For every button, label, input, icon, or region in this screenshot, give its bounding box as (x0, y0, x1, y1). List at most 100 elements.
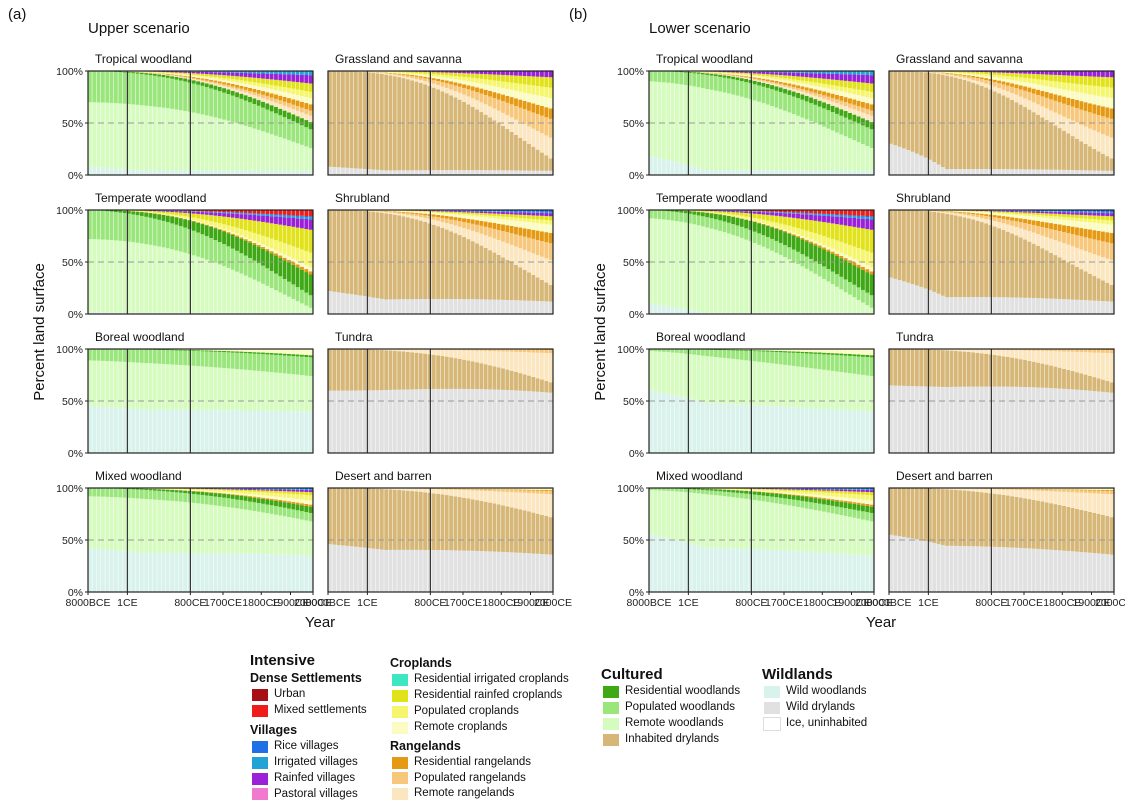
bar-segment (239, 253, 244, 274)
bar-segment (544, 213, 549, 217)
bar-segment (457, 213, 462, 215)
bar-segment (213, 489, 218, 490)
bar-segment (235, 235, 239, 237)
bar-segment (735, 236, 740, 313)
bar-segment (291, 121, 296, 142)
bar-segment (462, 489, 466, 491)
bar-segment (683, 72, 688, 85)
bar-segment (765, 77, 770, 80)
bar-segment (291, 284, 296, 299)
bar-segment (804, 81, 809, 85)
bar-segment (813, 215, 818, 221)
bar-segment (256, 246, 261, 264)
bar-segment (436, 226, 440, 299)
bar-segment (744, 76, 749, 78)
bar-segment (466, 350, 471, 361)
bar-segment (200, 79, 205, 81)
bar-segment (687, 85, 692, 166)
bar-segment (209, 81, 213, 83)
bar-segment (700, 226, 705, 313)
bar-segment (540, 170, 544, 175)
bar-segment (826, 216, 831, 223)
bar-segment (200, 488, 205, 490)
bar-segment (752, 211, 757, 214)
bar-segment (1096, 132, 1101, 152)
bar-segment (1096, 151, 1101, 171)
bar-segment (353, 390, 358, 453)
bar-segment (774, 240, 779, 253)
bar-segment (109, 71, 114, 103)
bar-segment (744, 170, 749, 175)
bar-segment (765, 104, 770, 171)
bar-segment (96, 239, 101, 313)
panel-frame (327, 487, 554, 593)
bar-segment (804, 101, 809, 120)
bar-segment (787, 231, 792, 233)
bar-segment (531, 215, 536, 220)
bar-segment (674, 71, 679, 72)
bar-segment (269, 500, 274, 506)
bar-segment (457, 71, 462, 74)
bar-segment (295, 287, 300, 302)
bar-segment (165, 211, 170, 214)
bar-segment (287, 107, 291, 113)
bar-segment (774, 79, 779, 81)
bar-segment (235, 97, 239, 124)
bar-segment (479, 225, 484, 234)
bar-segment (722, 73, 727, 74)
bar-segment (822, 170, 826, 175)
bar-segment (514, 371, 518, 391)
bar-segment (414, 76, 419, 80)
bar-segment (509, 351, 514, 371)
bar-segment (405, 77, 410, 80)
bar-segment (332, 544, 337, 592)
bar-segment (770, 72, 774, 75)
bar-segment (1070, 83, 1075, 92)
bar-segment (761, 223, 766, 225)
bar-segment (235, 123, 239, 171)
bar-segment (239, 210, 244, 213)
bar-segment (410, 75, 415, 77)
bar-segment (852, 109, 857, 115)
bar-segment (401, 488, 406, 491)
bar-segment (778, 72, 783, 76)
bar-segment (514, 98, 518, 106)
bar-segment (213, 505, 218, 554)
bar-segment (366, 296, 371, 314)
bar-segment (470, 82, 475, 87)
bar-segment (804, 87, 809, 91)
bar-segment (261, 83, 265, 88)
bar-segment (1096, 86, 1101, 96)
bar-segment (687, 71, 692, 73)
bar-segment (496, 99, 501, 111)
bar-segment (457, 489, 462, 498)
bar-segment (470, 77, 475, 83)
bar-segment (483, 364, 488, 390)
bar-segment (304, 109, 309, 115)
bar-segment (213, 227, 218, 229)
bar-segment (861, 266, 865, 270)
bar-segment (475, 214, 479, 217)
bar-segment (1001, 72, 1006, 76)
bar-segment (308, 216, 313, 218)
bar-segment (287, 488, 291, 490)
bar-segment (661, 159, 666, 175)
bar-segment (204, 170, 209, 175)
bar-segment (178, 217, 183, 218)
bar-segment (418, 220, 423, 300)
bar-segment (278, 170, 283, 175)
bar-segment (966, 72, 971, 75)
bar-segment (548, 392, 553, 453)
bar-segment (761, 71, 766, 74)
bar-segment (757, 73, 761, 76)
bar-segment (187, 74, 192, 76)
bar-segment (239, 218, 244, 229)
bar-segment (518, 75, 523, 84)
bar-segment (953, 76, 958, 78)
bar-segment (1001, 81, 1006, 85)
bar-segment (274, 214, 278, 216)
bar-segment (927, 72, 932, 160)
bar-segment (269, 410, 274, 453)
bar-segment (191, 490, 196, 491)
bar-segment (514, 210, 518, 212)
